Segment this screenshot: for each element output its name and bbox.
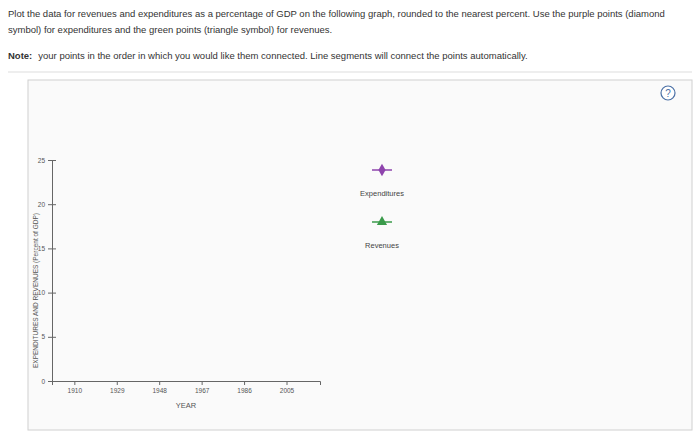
y-tick-mark [48,337,56,338]
x-tick-mark [287,381,288,385]
legend-label: Revenues [365,241,399,250]
y-tick: 15 [38,245,56,252]
x-tick-mark [74,381,75,385]
y-tick: 25 [38,157,56,164]
note-label: Note: [8,50,32,61]
instructions: Plot the data for revenues and expenditu… [8,6,678,38]
x-tick-label: 1967 [195,387,210,394]
x-axis-title: YEAR [176,401,197,410]
x-tick: 1967 [195,381,210,394]
x-axis-line [53,382,321,386]
x-tick-mark [159,381,160,385]
note: Note: your points in the order in which y… [8,50,528,61]
y-tick: 20 [38,201,56,208]
panel [28,80,692,430]
legend-item[interactable]: Expenditures [360,164,404,198]
y-tick-mark [48,204,56,205]
y-tick: 5 [41,333,56,340]
x-tick: 2005 [280,381,295,394]
x-tick: 1948 [152,381,167,394]
chart: ? 0 5 10 15 20 25 1910 1929 1948 1967 1986 2005 YEAR E… [0,0,700,434]
legend: Expenditures Revenues [360,164,404,250]
legend-marker[interactable] [378,164,385,176]
x-tick-label: 1986 [237,387,252,394]
x-tick-mark [117,381,118,385]
y-tick-mark [48,248,56,249]
y-tick-mark [48,293,56,294]
note-text: your points in the order in which you wo… [38,50,527,61]
separator [8,72,692,73]
y-tick-label: 5 [41,333,45,340]
y-tick: 10 [38,289,56,296]
x-tick-mark [244,381,245,385]
y-axis-line [48,161,53,382]
y-tick-label: 25 [38,157,46,164]
x-axis: 1910 1929 1948 1967 1986 2005 [53,381,321,394]
x-tick-mark [202,381,203,385]
legend-marker[interactable] [377,216,387,225]
y-axis-title: EXPENDITURES AND REVENUES (Percent of GD… [32,213,40,368]
help-circle[interactable] [661,86,675,100]
legend-item[interactable]: Revenues [365,216,399,250]
y-tick-label: 0 [41,378,45,385]
x-tick: 1986 [237,381,252,394]
x-tick: 1929 [110,381,125,394]
legend-label: Expenditures [360,189,404,198]
help-text[interactable]: ? [665,88,671,99]
x-tick-label: 2005 [280,387,295,394]
y-axis: 0 5 10 15 20 25 [38,157,56,385]
x-tick-label: 1948 [152,387,167,394]
x-tick-label: 1910 [68,387,83,394]
x-tick: 1910 [68,381,83,394]
help-icon[interactable]: ? [661,86,675,100]
y-tick-mark [48,160,56,161]
y-tick-label: 20 [38,201,46,208]
x-tick-label: 1929 [110,387,125,394]
